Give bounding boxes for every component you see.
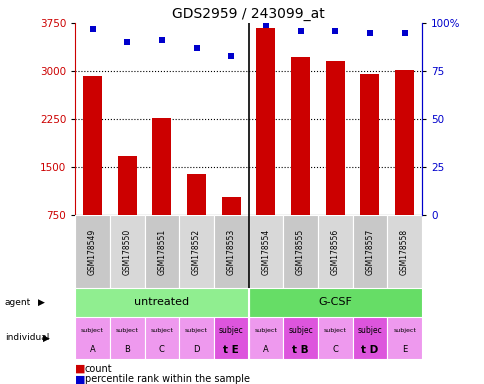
Text: GSM178552: GSM178552 — [192, 228, 201, 275]
Text: count: count — [85, 364, 112, 374]
Bar — [152, 118, 171, 215]
Text: GSM178557: GSM178557 — [364, 228, 374, 275]
Bar — [213, 317, 248, 359]
Bar — [325, 61, 344, 215]
Text: A: A — [90, 345, 95, 354]
Bar — [144, 317, 179, 359]
Text: t E: t E — [223, 345, 239, 355]
Bar — [109, 317, 144, 359]
Text: GSM178551: GSM178551 — [157, 228, 166, 275]
Text: t B: t B — [292, 345, 308, 355]
Bar — [248, 215, 283, 288]
Bar — [318, 317, 352, 359]
Text: E: E — [401, 345, 407, 354]
Bar — [283, 215, 318, 288]
Text: ▶: ▶ — [38, 298, 45, 307]
Text: subject: subject — [254, 328, 277, 333]
Bar — [386, 215, 421, 288]
Text: subject: subject — [323, 328, 346, 333]
Text: ■: ■ — [75, 364, 86, 374]
Text: agent: agent — [5, 298, 31, 307]
Bar — [179, 215, 213, 288]
Text: subject: subject — [393, 328, 415, 333]
Text: subjec: subjec — [357, 326, 381, 335]
Text: GSM178556: GSM178556 — [330, 228, 339, 275]
Text: subject: subject — [81, 328, 104, 333]
Text: ▶: ▶ — [43, 333, 49, 343]
Text: GSM178558: GSM178558 — [399, 228, 408, 275]
Bar — [352, 317, 386, 359]
Bar — [118, 156, 136, 215]
Bar — [394, 70, 413, 215]
Bar — [187, 174, 206, 215]
Text: individual: individual — [5, 333, 49, 343]
Bar — [213, 215, 248, 288]
Text: GSM178554: GSM178554 — [261, 228, 270, 275]
Text: percentile rank within the sample: percentile rank within the sample — [85, 374, 249, 384]
Text: subjec: subjec — [287, 326, 312, 335]
Text: A: A — [262, 345, 268, 354]
Text: GSM178555: GSM178555 — [295, 228, 304, 275]
Text: ■: ■ — [75, 374, 86, 384]
Text: GSM178550: GSM178550 — [122, 228, 132, 275]
Text: D: D — [193, 345, 199, 354]
Bar — [75, 317, 109, 359]
Text: subject: subject — [150, 328, 173, 333]
Bar — [221, 197, 240, 215]
Text: subject: subject — [185, 328, 208, 333]
Text: GSM178549: GSM178549 — [88, 228, 97, 275]
Bar — [179, 317, 213, 359]
Text: C: C — [159, 345, 165, 354]
Text: subject: subject — [116, 328, 138, 333]
Text: subjec: subjec — [218, 326, 243, 335]
Text: G-CSF: G-CSF — [318, 297, 351, 308]
Bar — [248, 317, 283, 359]
Bar — [144, 215, 179, 288]
Bar — [386, 317, 421, 359]
Text: t D: t D — [361, 345, 378, 355]
Bar — [248, 288, 421, 317]
Bar — [352, 215, 386, 288]
Bar — [109, 215, 144, 288]
Text: B: B — [124, 345, 130, 354]
Bar — [83, 76, 102, 215]
Bar — [75, 288, 248, 317]
Bar — [283, 317, 318, 359]
Bar — [256, 28, 275, 215]
Bar — [75, 215, 109, 288]
Text: C: C — [332, 345, 337, 354]
Bar — [290, 57, 309, 215]
Title: GDS2959 / 243099_at: GDS2959 / 243099_at — [172, 7, 324, 21]
Bar — [318, 215, 352, 288]
Bar — [360, 74, 378, 215]
Text: GSM178553: GSM178553 — [226, 228, 235, 275]
Text: untreated: untreated — [134, 297, 189, 308]
